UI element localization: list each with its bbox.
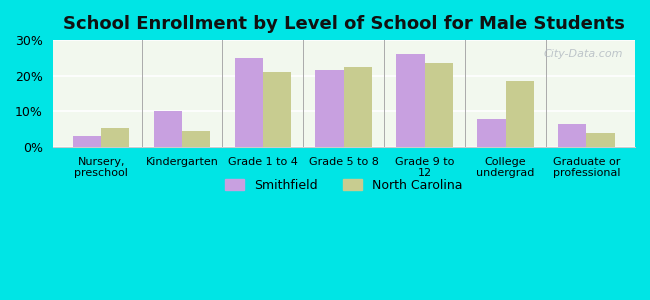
Bar [344, 67, 372, 147]
Bar [477, 118, 506, 147]
Bar [586, 133, 615, 147]
Title: School Enrollment by Level of School for Male Students: School Enrollment by Level of School for… [63, 15, 625, 33]
Text: City-Data.com: City-Data.com [544, 49, 623, 59]
Bar [153, 112, 182, 147]
Bar [101, 128, 129, 147]
Bar [506, 81, 534, 147]
Legend: Smithfield, North Carolina: Smithfield, North Carolina [220, 173, 467, 196]
Bar [315, 70, 344, 147]
Bar [73, 136, 101, 147]
Bar [235, 58, 263, 147]
Bar [263, 72, 291, 147]
Bar [424, 63, 453, 147]
Bar [182, 131, 211, 147]
Bar [558, 124, 586, 147]
Bar [396, 54, 424, 147]
